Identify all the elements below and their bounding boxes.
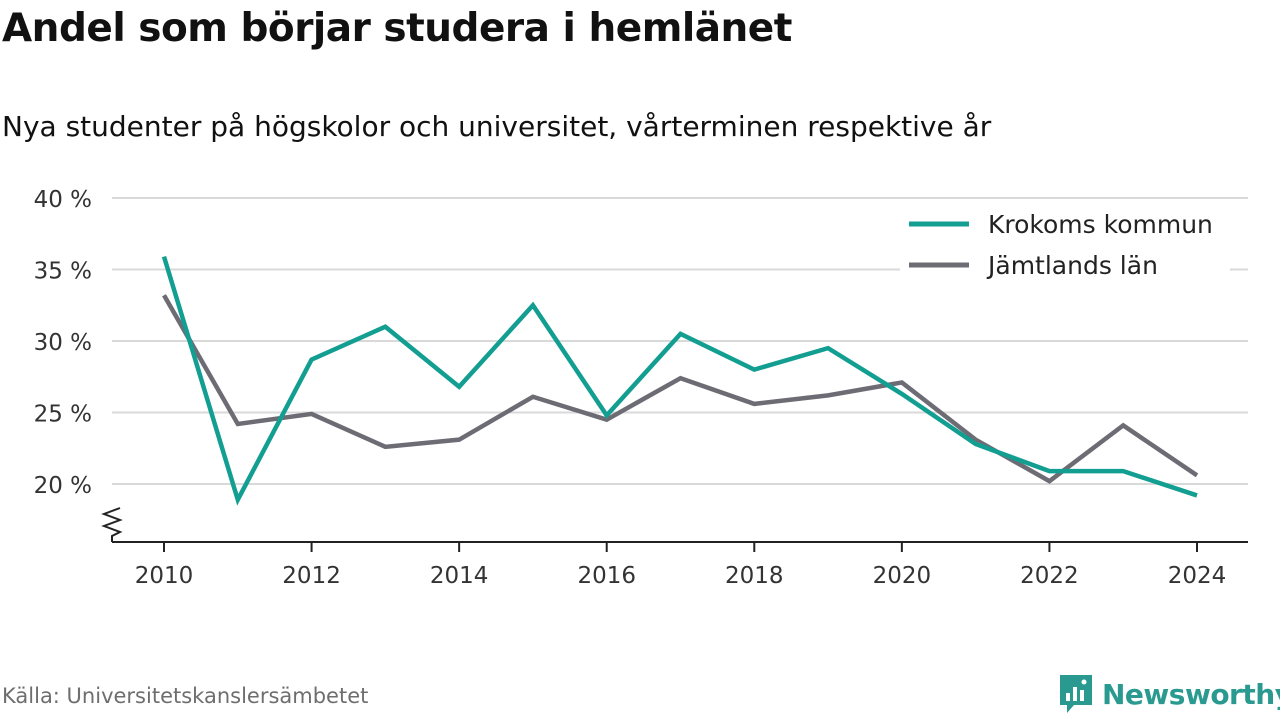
newsworthy-logo-icon — [1060, 675, 1092, 713]
y-tick-label: 35 % — [34, 259, 92, 285]
axes: 20 % 25 % 30 % 35 % 40 % 2010 2012 2014 2016 2018… — [34, 187, 1248, 589]
y-tick-label: 20 % — [34, 473, 92, 499]
x-tick-label: 2020 — [873, 563, 932, 589]
chart-subtitle: Nya studenter på högskolor och universit… — [2, 110, 992, 143]
y-tick-label: 30 % — [34, 330, 92, 356]
legend-label: Jämtlands län — [986, 251, 1158, 280]
x-tick-label: 2010 — [135, 563, 194, 589]
x-tick-label: 2012 — [282, 563, 341, 589]
chart-title: Andel som börjar studera i hemlänet — [2, 6, 792, 51]
y-axis-break-icon — [101, 507, 123, 542]
x-tick-label: 2016 — [577, 563, 636, 589]
source-note: Källa: Universitetskanslersämbetet — [2, 684, 369, 708]
legend: Krokoms kommun Jämtlands län — [900, 206, 1230, 282]
x-tick-label: 2022 — [1020, 563, 1079, 589]
y-tick-label: 40 % — [34, 187, 92, 213]
brand-name: Newsworthy — [1102, 677, 1280, 711]
legend-label: Krokoms kommun — [988, 210, 1213, 239]
brand-logo[interactable]: Newsworthy — [1058, 672, 1280, 716]
x-tick-label: 2024 — [1168, 563, 1227, 589]
series-line-jamtland — [162, 294, 1199, 484]
legend-box — [900, 206, 1230, 282]
x-tick-label: 2014 — [430, 563, 489, 589]
series-lines — [161, 255, 1199, 506]
x-tick-label: 2018 — [725, 563, 784, 589]
y-tick-label: 25 % — [34, 402, 92, 428]
